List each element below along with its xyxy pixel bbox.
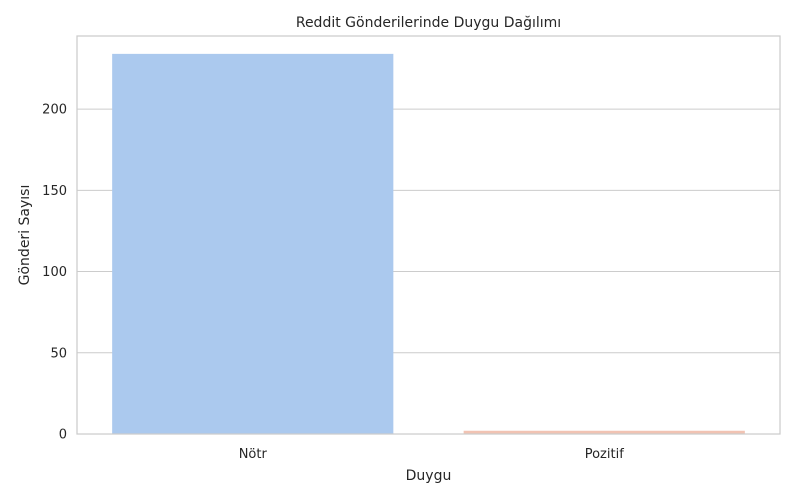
y-tick-label: 50 [50,346,67,361]
y-tick-label: 150 [42,184,67,199]
plot-frame [76,35,781,435]
x-axis-label: Duygu [406,468,452,484]
x-tick-label: Pozitif [585,447,624,462]
x-tick-label: Nötr [239,447,268,462]
bar [112,53,394,435]
y-tick-label: 200 [42,103,67,118]
y-tick-label: 0 [59,428,67,443]
bars [112,53,745,435]
y-axis-label: Gönderi Sayısı [17,185,33,286]
y-tick-label: 100 [42,265,67,280]
x-ticks: Nötr Pozitif [239,447,625,462]
y-ticks: 0 50 100 150 200 [42,103,67,443]
bar [463,430,745,434]
chart-title: Reddit Gönderilerinde Duygu Dağılımı [296,15,561,31]
